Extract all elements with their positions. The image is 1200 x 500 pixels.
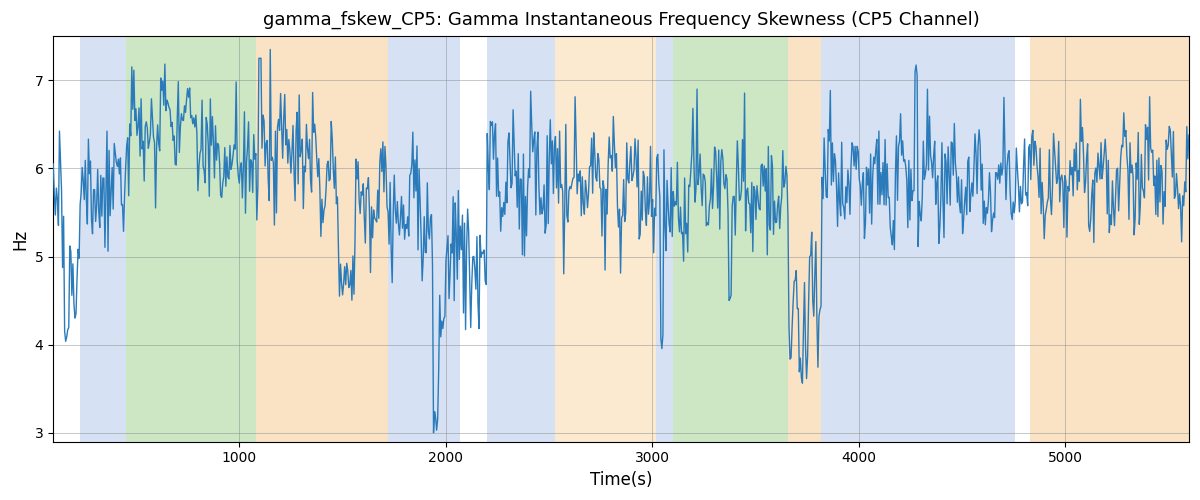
Bar bbox=[80, 36, 126, 442]
X-axis label: Time(s): Time(s) bbox=[590, 471, 653, 489]
Title: gamma_fskew_CP5: Gamma Instantaneous Frequency Skewness (CP5 Channel): gamma_fskew_CP5: Gamma Instantaneous Fre… bbox=[263, 11, 979, 30]
Bar bbox=[1030, 36, 1193, 442]
Y-axis label: Hz: Hz bbox=[11, 228, 29, 250]
Bar bbox=[126, 36, 256, 442]
Bar bbox=[556, 36, 656, 442]
Bar bbox=[256, 36, 388, 442]
Bar bbox=[788, 36, 821, 442]
Bar bbox=[656, 36, 673, 442]
Bar bbox=[821, 36, 1015, 442]
Bar bbox=[487, 36, 556, 442]
Bar bbox=[388, 36, 460, 442]
Bar bbox=[673, 36, 788, 442]
